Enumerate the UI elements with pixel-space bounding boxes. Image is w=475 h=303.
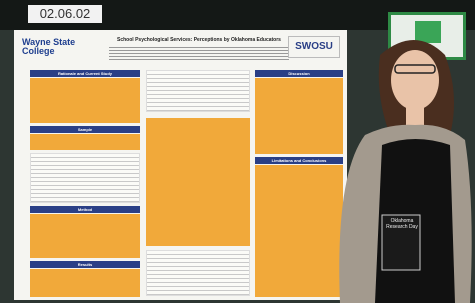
author-lines: [109, 45, 289, 61]
text-block: [30, 134, 140, 150]
neck: [406, 107, 424, 127]
text-block: [30, 269, 140, 297]
section-header: Method: [30, 206, 140, 213]
text-block: [146, 118, 250, 246]
photo: 02.06.02 Wayne State College School Psyc…: [0, 0, 475, 303]
section-header: Results: [30, 261, 140, 268]
logo-left: Wayne State College: [22, 38, 102, 56]
table: [146, 70, 250, 112]
table: [146, 250, 250, 296]
section-header: Sample: [30, 126, 140, 133]
table: [30, 153, 140, 203]
text-block: [30, 214, 140, 258]
board-number: 02.06.02: [28, 5, 102, 23]
person: [320, 25, 475, 303]
text-block: [30, 78, 140, 123]
section-header: Rationale and Current Study: [30, 70, 140, 77]
poster: Wayne State College School Psychological…: [14, 30, 347, 300]
poster-title: School Psychological Services: Perceptio…: [109, 37, 289, 43]
face: [391, 50, 439, 110]
badge-text: Oklahoma Research Day: [385, 218, 419, 230]
